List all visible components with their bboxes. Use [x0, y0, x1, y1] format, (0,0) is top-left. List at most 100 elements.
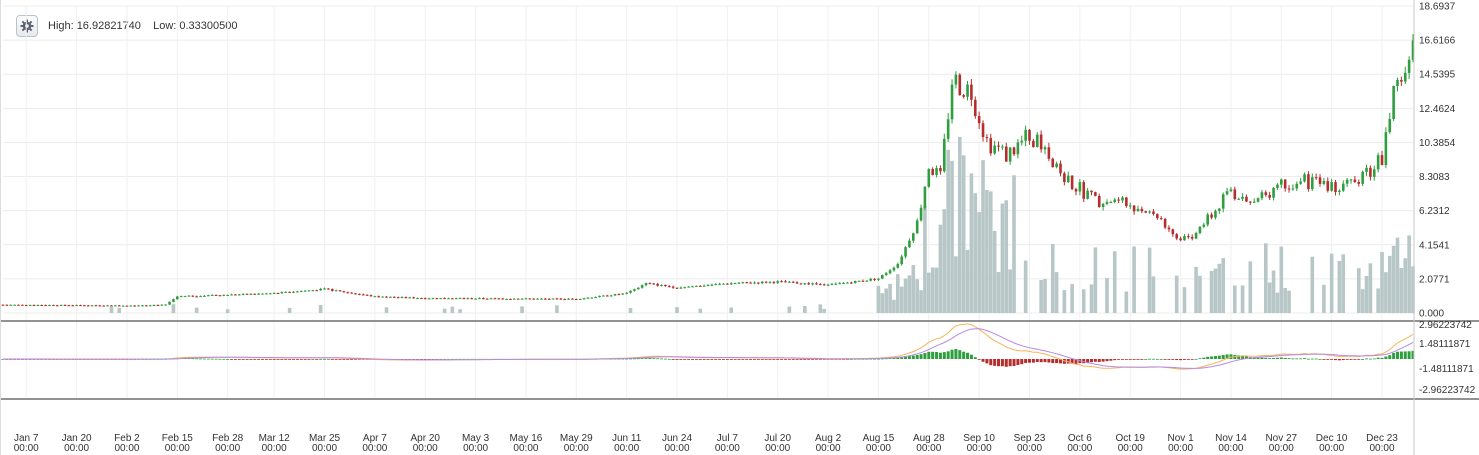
histogram-bar: [911, 355, 915, 359]
candle-body: [257, 293, 260, 295]
histogram-bar: [1035, 359, 1039, 362]
volume-bar: [977, 212, 981, 313]
candle-body: [846, 282, 849, 284]
histogram-bar: [292, 359, 296, 360]
volume-bar: [1322, 284, 1326, 313]
volume-bars: [109, 136, 1415, 313]
x-tick-date: Sep 23: [1014, 433, 1046, 444]
candle-body: [1396, 79, 1399, 87]
candle-body: [1121, 197, 1124, 201]
histogram-bar: [1407, 351, 1411, 359]
histogram-bar: [264, 359, 268, 360]
histogram-bar: [299, 359, 303, 360]
candle-body: [757, 282, 760, 284]
candle-body: [722, 283, 725, 285]
candle-body: [241, 293, 245, 295]
candle-body: [183, 296, 187, 298]
candle-body: [40, 304, 44, 306]
osc-tick-label: 1.48111871: [1419, 339, 1471, 350]
histogram-bar: [1213, 355, 1217, 359]
volume-bar: [923, 206, 927, 313]
candle-body: [1272, 187, 1275, 198]
candle-body: [873, 278, 876, 280]
candle-body: [516, 298, 520, 300]
candle-body: [737, 282, 741, 284]
volume-bar: [1387, 255, 1392, 313]
candle-body: [253, 293, 257, 295]
volume-bar: [458, 309, 462, 313]
candle-body: [799, 283, 803, 285]
histogram-bar: [1175, 359, 1179, 361]
candle-body: [1190, 236, 1194, 239]
candle-body: [1326, 181, 1330, 191]
candle-body: [660, 284, 663, 286]
candle-body: [648, 283, 652, 285]
candle-body: [1097, 195, 1101, 207]
candle-body: [977, 116, 981, 124]
candle-body: [1245, 196, 1248, 202]
volume-bar: [729, 307, 734, 313]
volume-bar: [1209, 270, 1214, 313]
candle-body: [299, 291, 303, 293]
candle-body: [1341, 183, 1345, 191]
candle-body: [1299, 181, 1302, 184]
volume-bar: [194, 307, 199, 313]
candle-body: [574, 298, 578, 300]
volume-bar: [1341, 254, 1346, 313]
candle-body: [1283, 179, 1287, 189]
candle-body: [1229, 189, 1233, 192]
histogram-bar: [1326, 359, 1330, 360]
candle-body: [1310, 177, 1314, 190]
candle-body: [222, 295, 226, 297]
candle-body: [931, 168, 934, 175]
volume-bar: [884, 288, 888, 313]
x-tick-date: Feb 15: [162, 433, 194, 444]
candle-body: [152, 305, 156, 307]
volume-bar: [950, 160, 954, 313]
volume-bar: [1356, 268, 1361, 313]
candle-body: [443, 298, 446, 300]
histogram-bar: [1097, 359, 1101, 362]
volume-bar: [520, 306, 524, 313]
candle-body: [311, 290, 315, 292]
histogram-bar: [1089, 359, 1093, 363]
histogram-bar: [756, 359, 760, 360]
histogram-bar: [230, 359, 234, 360]
histogram-bar: [342, 359, 346, 360]
x-tick-time: 00:00: [165, 443, 190, 454]
candle-body: [249, 293, 253, 295]
x-tick-date: Jun 24: [662, 433, 692, 444]
candle-body: [330, 289, 334, 291]
histogram-bar: [923, 353, 927, 359]
candle-body: [718, 283, 721, 285]
histogram-bar: [315, 359, 319, 360]
histogram-bar: [962, 351, 966, 359]
histogram-bar: [233, 359, 237, 360]
candle-body: [1016, 142, 1020, 155]
candle-body: [389, 296, 392, 298]
candle-body: [1369, 167, 1372, 177]
candle-body: [768, 281, 772, 283]
candle-body: [675, 287, 679, 289]
candle-body: [939, 168, 942, 172]
histogram-bar: [907, 356, 911, 359]
candle-body: [110, 305, 113, 307]
volume-bar: [1403, 258, 1408, 313]
histogram-bar: [354, 359, 357, 360]
candle-body: [145, 305, 148, 307]
candle-body: [21, 304, 24, 306]
candle-body: [1082, 182, 1086, 199]
volume-bar: [675, 307, 679, 313]
candle-body: [613, 294, 617, 296]
histogram-bar: [350, 359, 354, 360]
volume-bar: [992, 230, 997, 313]
candle-body: [482, 298, 485, 300]
histogram-bar: [326, 358, 330, 360]
candle-body: [203, 295, 206, 297]
histogram-bar: [938, 352, 942, 359]
volume-bar: [787, 306, 792, 313]
volume-bar: [888, 283, 892, 313]
candle-body: [888, 270, 892, 274]
volume-bar: [1310, 256, 1315, 313]
